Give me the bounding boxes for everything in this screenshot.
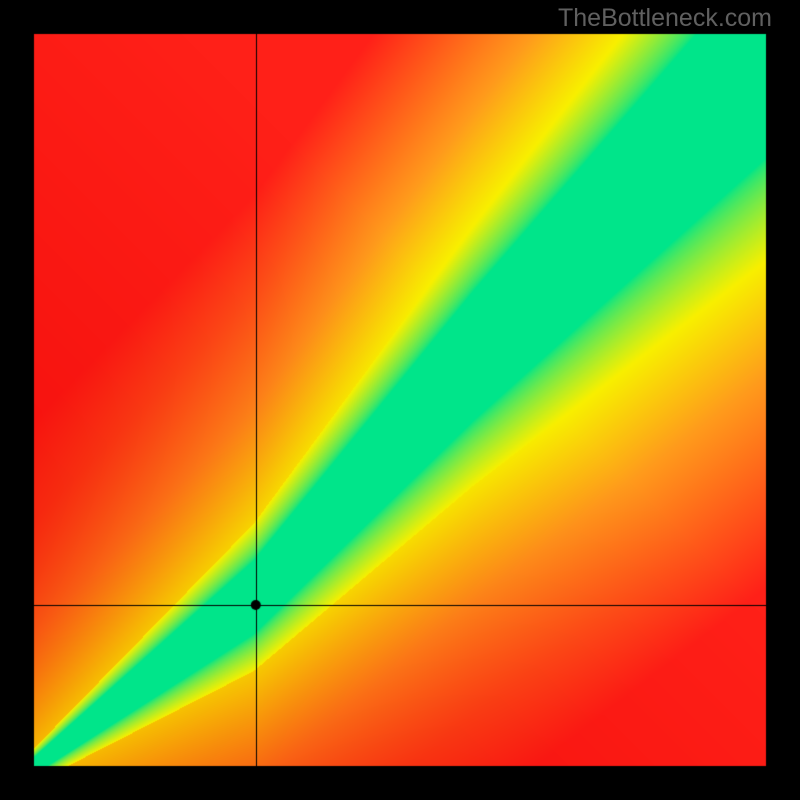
bottleneck-heatmap: [0, 0, 800, 800]
watermark-text: TheBottleneck.com: [558, 4, 772, 33]
